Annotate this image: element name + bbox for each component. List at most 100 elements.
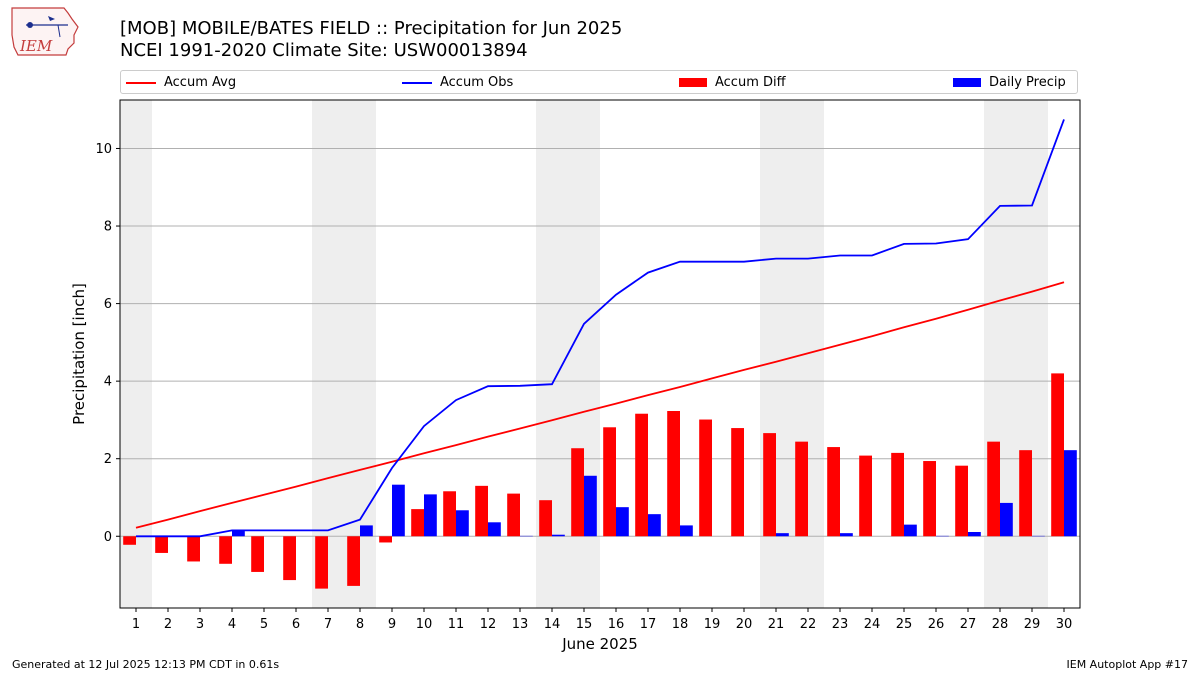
generated-note: Generated at 12 Jul 2025 12:13 PM CDT in… bbox=[12, 658, 280, 671]
x-tick-label: 18 bbox=[672, 617, 689, 632]
daily-bar bbox=[552, 534, 565, 537]
diff-bar bbox=[187, 536, 200, 562]
diff-bar bbox=[667, 411, 680, 537]
daily-bar bbox=[616, 507, 629, 537]
legend-item-accum-avg: Accum Avg bbox=[126, 74, 236, 92]
x-tick-label: 6 bbox=[292, 617, 300, 632]
legend-item-daily-precip: Daily Precip bbox=[953, 74, 1066, 92]
diff-bar bbox=[699, 419, 712, 537]
logo-text: IEM bbox=[19, 37, 53, 55]
x-tick-label: 24 bbox=[864, 617, 881, 632]
diff-bar bbox=[539, 500, 552, 537]
x-tick-label: 22 bbox=[800, 617, 817, 632]
diff-bar bbox=[891, 452, 904, 537]
y-tick-label: 2 bbox=[104, 452, 112, 467]
x-tick-label: 16 bbox=[608, 617, 625, 632]
diff-bar bbox=[219, 536, 232, 564]
diff-bar bbox=[379, 536, 392, 543]
diff-bar bbox=[123, 536, 136, 545]
legend-item-accum-diff: Accum Diff bbox=[679, 74, 786, 92]
x-tick-label: 21 bbox=[768, 617, 785, 632]
diff-bar bbox=[283, 536, 296, 581]
daily-bar bbox=[680, 525, 693, 537]
y-tick-label: 8 bbox=[104, 220, 112, 235]
daily-bar bbox=[648, 514, 661, 537]
x-tick-label: 2 bbox=[164, 617, 172, 632]
x-tick-label: 9 bbox=[388, 617, 396, 632]
daily-bar bbox=[424, 494, 437, 537]
daily-bar bbox=[1000, 502, 1013, 537]
y-tick-label: 0 bbox=[104, 530, 112, 545]
iem-logo: IEM bbox=[8, 5, 80, 59]
x-tick-label: 8 bbox=[356, 617, 364, 632]
x-tick-label: 1 bbox=[132, 617, 140, 632]
diff-bar bbox=[507, 493, 520, 537]
x-tick-label: 27 bbox=[960, 617, 977, 632]
legend-swatch-accum-avg bbox=[126, 81, 156, 84]
plot-area bbox=[120, 100, 1080, 608]
legend-label-accum-diff: Accum Diff bbox=[715, 75, 786, 90]
daily-bar bbox=[584, 475, 597, 537]
legend-swatch-accum-obs bbox=[402, 81, 432, 84]
diff-bar bbox=[603, 427, 616, 537]
x-tick-label: 20 bbox=[736, 617, 753, 632]
legend-item-accum-obs: Accum Obs bbox=[402, 74, 513, 92]
y-axis-label: Precipitation [inch] bbox=[70, 283, 88, 425]
diff-bar bbox=[635, 413, 648, 537]
daily-bar bbox=[1064, 450, 1077, 537]
chart-title: [MOB] MOBILE/BATES FIELD :: Precipitatio… bbox=[120, 18, 623, 39]
diff-bar bbox=[475, 485, 488, 537]
legend-swatch-daily-precip bbox=[953, 78, 981, 87]
legend-label-accum-obs: Accum Obs bbox=[440, 75, 514, 90]
weekend-band bbox=[120, 100, 152, 608]
diff-bar bbox=[571, 448, 584, 537]
x-tick-label: 19 bbox=[704, 617, 721, 632]
diff-bar bbox=[955, 465, 968, 537]
daily-bar bbox=[232, 530, 245, 537]
x-tick-label: 28 bbox=[992, 617, 1009, 632]
x-tick-label: 26 bbox=[928, 617, 945, 632]
accum-avg-line bbox=[135, 281, 1065, 529]
daily-bar bbox=[968, 531, 981, 537]
diff-bar bbox=[347, 536, 360, 586]
daily-bar bbox=[392, 484, 405, 537]
iowa-state-outline-icon: IEM bbox=[11, 7, 79, 56]
chart-legend: Accum Avg Accum Obs Accum Diff Daily Pre… bbox=[120, 70, 1078, 94]
diff-bar bbox=[251, 536, 264, 572]
x-tick-label: 4 bbox=[228, 617, 236, 632]
diff-bar bbox=[315, 536, 328, 589]
daily-bar bbox=[456, 510, 469, 537]
x-tick-label: 11 bbox=[448, 617, 465, 632]
x-tick-label: 7 bbox=[324, 617, 332, 632]
legend-label-daily-precip: Daily Precip bbox=[989, 75, 1066, 90]
diff-bar bbox=[411, 509, 424, 537]
diff-bar bbox=[859, 455, 872, 537]
diff-bar bbox=[923, 461, 936, 537]
diff-bar bbox=[731, 428, 744, 537]
daily-bar bbox=[840, 533, 853, 537]
diff-bar bbox=[795, 441, 808, 537]
y-tick-label: 10 bbox=[95, 142, 112, 157]
diff-bar bbox=[1019, 450, 1032, 537]
weekend-band bbox=[312, 100, 344, 608]
x-tick-label: 12 bbox=[480, 617, 497, 632]
x-tick-label: 17 bbox=[640, 617, 657, 632]
x-tick-label: 14 bbox=[544, 617, 561, 632]
diff-bar bbox=[1051, 373, 1064, 537]
accum-obs-line bbox=[136, 119, 1065, 538]
x-tick-label: 5 bbox=[260, 617, 268, 632]
diff-bar bbox=[987, 441, 1000, 537]
y-tick-label: 6 bbox=[104, 297, 112, 312]
x-tick-label: 25 bbox=[896, 617, 913, 632]
diff-bar bbox=[763, 433, 776, 537]
app-note: IEM Autoplot App #17 bbox=[1066, 658, 1189, 671]
x-tick-label: 13 bbox=[512, 617, 529, 632]
daily-bar bbox=[776, 533, 789, 537]
chart-subtitle: NCEI 1991-2020 Climate Site: USW00013894 bbox=[120, 40, 528, 61]
legend-label-accum-avg: Accum Avg bbox=[164, 75, 237, 90]
x-axis-label: June 2025 bbox=[561, 635, 638, 653]
x-tick-label: 10 bbox=[416, 617, 433, 632]
axes-frame bbox=[119, 99, 1081, 609]
daily-bar bbox=[360, 525, 373, 537]
x-tick-label: 23 bbox=[832, 617, 849, 632]
